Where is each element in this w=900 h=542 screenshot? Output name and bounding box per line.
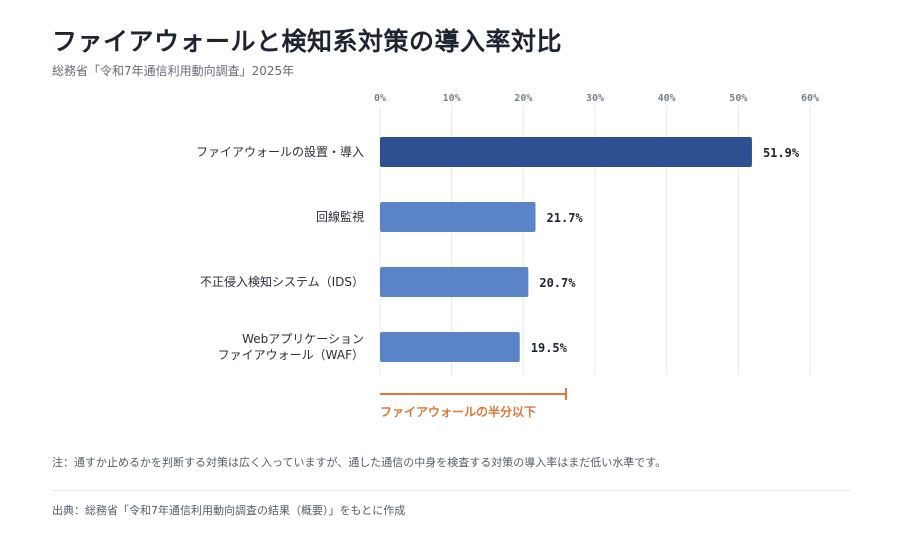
category-label: ファイアウォールの設置・導入 (196, 144, 364, 159)
x-tick-label: 10% (443, 93, 461, 104)
category-label: 回線監視 (316, 209, 364, 224)
chart-title: ファイアウォールと検知系対策の導入率対比 (52, 27, 563, 56)
category-label: Webアプリケーション (242, 332, 364, 346)
bar-chart: 0% 10% 20% 30% 40% 50% 60% ファイアウォールの設置・導入 51.9% 回… (196, 93, 819, 419)
x-tick-label: 20% (514, 93, 532, 104)
chart-subtitle: 総務省「令和7年通信利用動向調査」2025年 (52, 64, 295, 78)
x-tick-label: 40% (658, 93, 676, 104)
bar (380, 202, 536, 232)
x-tick-label: 50% (729, 93, 747, 104)
annotation-label: ファイアウォールの半分以下 (380, 404, 536, 419)
x-tick-label: 60% (801, 93, 819, 104)
footer-divider (52, 490, 850, 491)
value-label: 20.7% (539, 276, 576, 290)
chart-note: 注：通すか止めるかを判断する対策は広く入っていますが、通した通信の中身を検査する… (52, 456, 667, 469)
chart-source: 出典：総務省「令和7年通信利用動向調査の結果（概要）」をもとに作成 (52, 504, 406, 517)
bar (380, 332, 520, 362)
value-label: 51.9% (763, 146, 800, 160)
category-label: 不正侵入検知システム（IDS） (200, 274, 364, 289)
bar (380, 137, 752, 167)
category-label: ファイアウォール（WAF） (218, 348, 364, 362)
x-tick-label: 30% (586, 93, 604, 104)
value-label: 21.7% (547, 211, 584, 225)
value-label: 19.5% (531, 341, 568, 355)
x-tick-label: 0% (374, 93, 386, 104)
bar (380, 267, 529, 297)
